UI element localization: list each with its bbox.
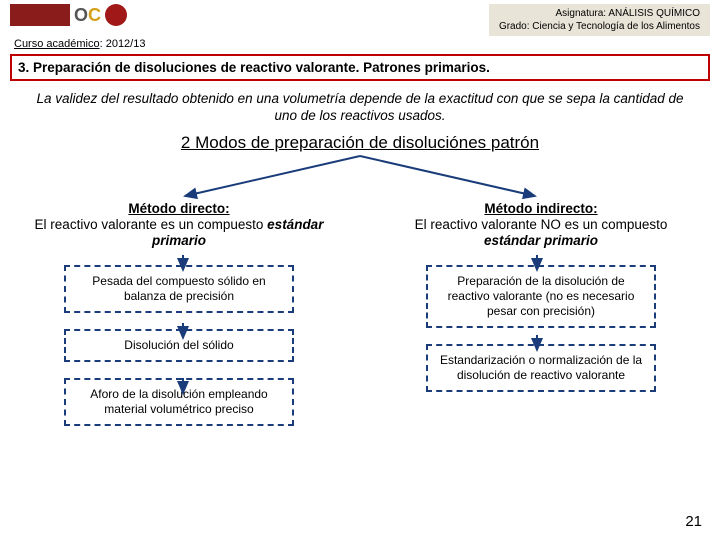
right-method-body-b: estándar primario bbox=[484, 233, 598, 248]
logo-um-icon bbox=[105, 4, 127, 26]
course-year: Curso académico: 2012/13 bbox=[0, 38, 720, 52]
subject-line2: Grado: Ciencia y Tecnología de los Alime… bbox=[499, 20, 700, 33]
left-method-head: Método directo: El reactivo valorante es… bbox=[29, 201, 329, 250]
subject-box: Asignatura: ANÁLISIS QUÍMICO Grado: Cien… bbox=[489, 4, 710, 36]
left-box2: Disolución del sólido bbox=[64, 329, 294, 362]
section-title-box: 3. Preparación de disoluciones de reacti… bbox=[10, 54, 710, 81]
logo-ocw-o: O bbox=[74, 5, 88, 25]
left-method-title: Método directo: bbox=[128, 201, 229, 216]
logo-area: OC bbox=[10, 4, 127, 26]
left-column: Método directo: El reactivo valorante es… bbox=[29, 201, 329, 427]
right-method-title: Método indirecto: bbox=[484, 201, 597, 216]
curso-label: Curso académico bbox=[14, 38, 100, 50]
right-box2: Estandarización o normalización de la di… bbox=[426, 344, 656, 392]
right-column: Método indirecto: El reactivo valorante … bbox=[391, 201, 691, 427]
modes-title: 2 Modos de preparación de disoluciónes p… bbox=[0, 133, 720, 155]
logo-ocw: OC bbox=[74, 5, 101, 26]
left-box3: Aforo de la disolución empleando materia… bbox=[64, 378, 294, 426]
subject-line1: Asignatura: ANÁLISIS QUÍMICO bbox=[499, 7, 700, 20]
logo-red-block bbox=[10, 4, 70, 26]
slide-header: OC Asignatura: ANÁLISIS QUÍMICO Grado: C… bbox=[0, 0, 720, 38]
left-method-body-a: El reactivo valorante es un compuesto bbox=[35, 217, 268, 232]
logo-ocw-c: C bbox=[88, 5, 101, 25]
intro-text: La validez del resultado obtenido en una… bbox=[0, 89, 720, 133]
right-method-body-a: El reactivo valorante NO es un compuesto bbox=[415, 217, 668, 232]
page-number: 21 bbox=[685, 513, 702, 530]
columns: Método directo: El reactivo valorante es… bbox=[0, 201, 720, 427]
left-box1: Pesada del compuesto sólido en balanza d… bbox=[64, 265, 294, 313]
right-method-head: Método indirecto: El reactivo valorante … bbox=[391, 201, 691, 250]
right-box1: Preparación de la disolución de reactivo… bbox=[426, 265, 656, 328]
curso-value: : 2012/13 bbox=[100, 38, 146, 50]
